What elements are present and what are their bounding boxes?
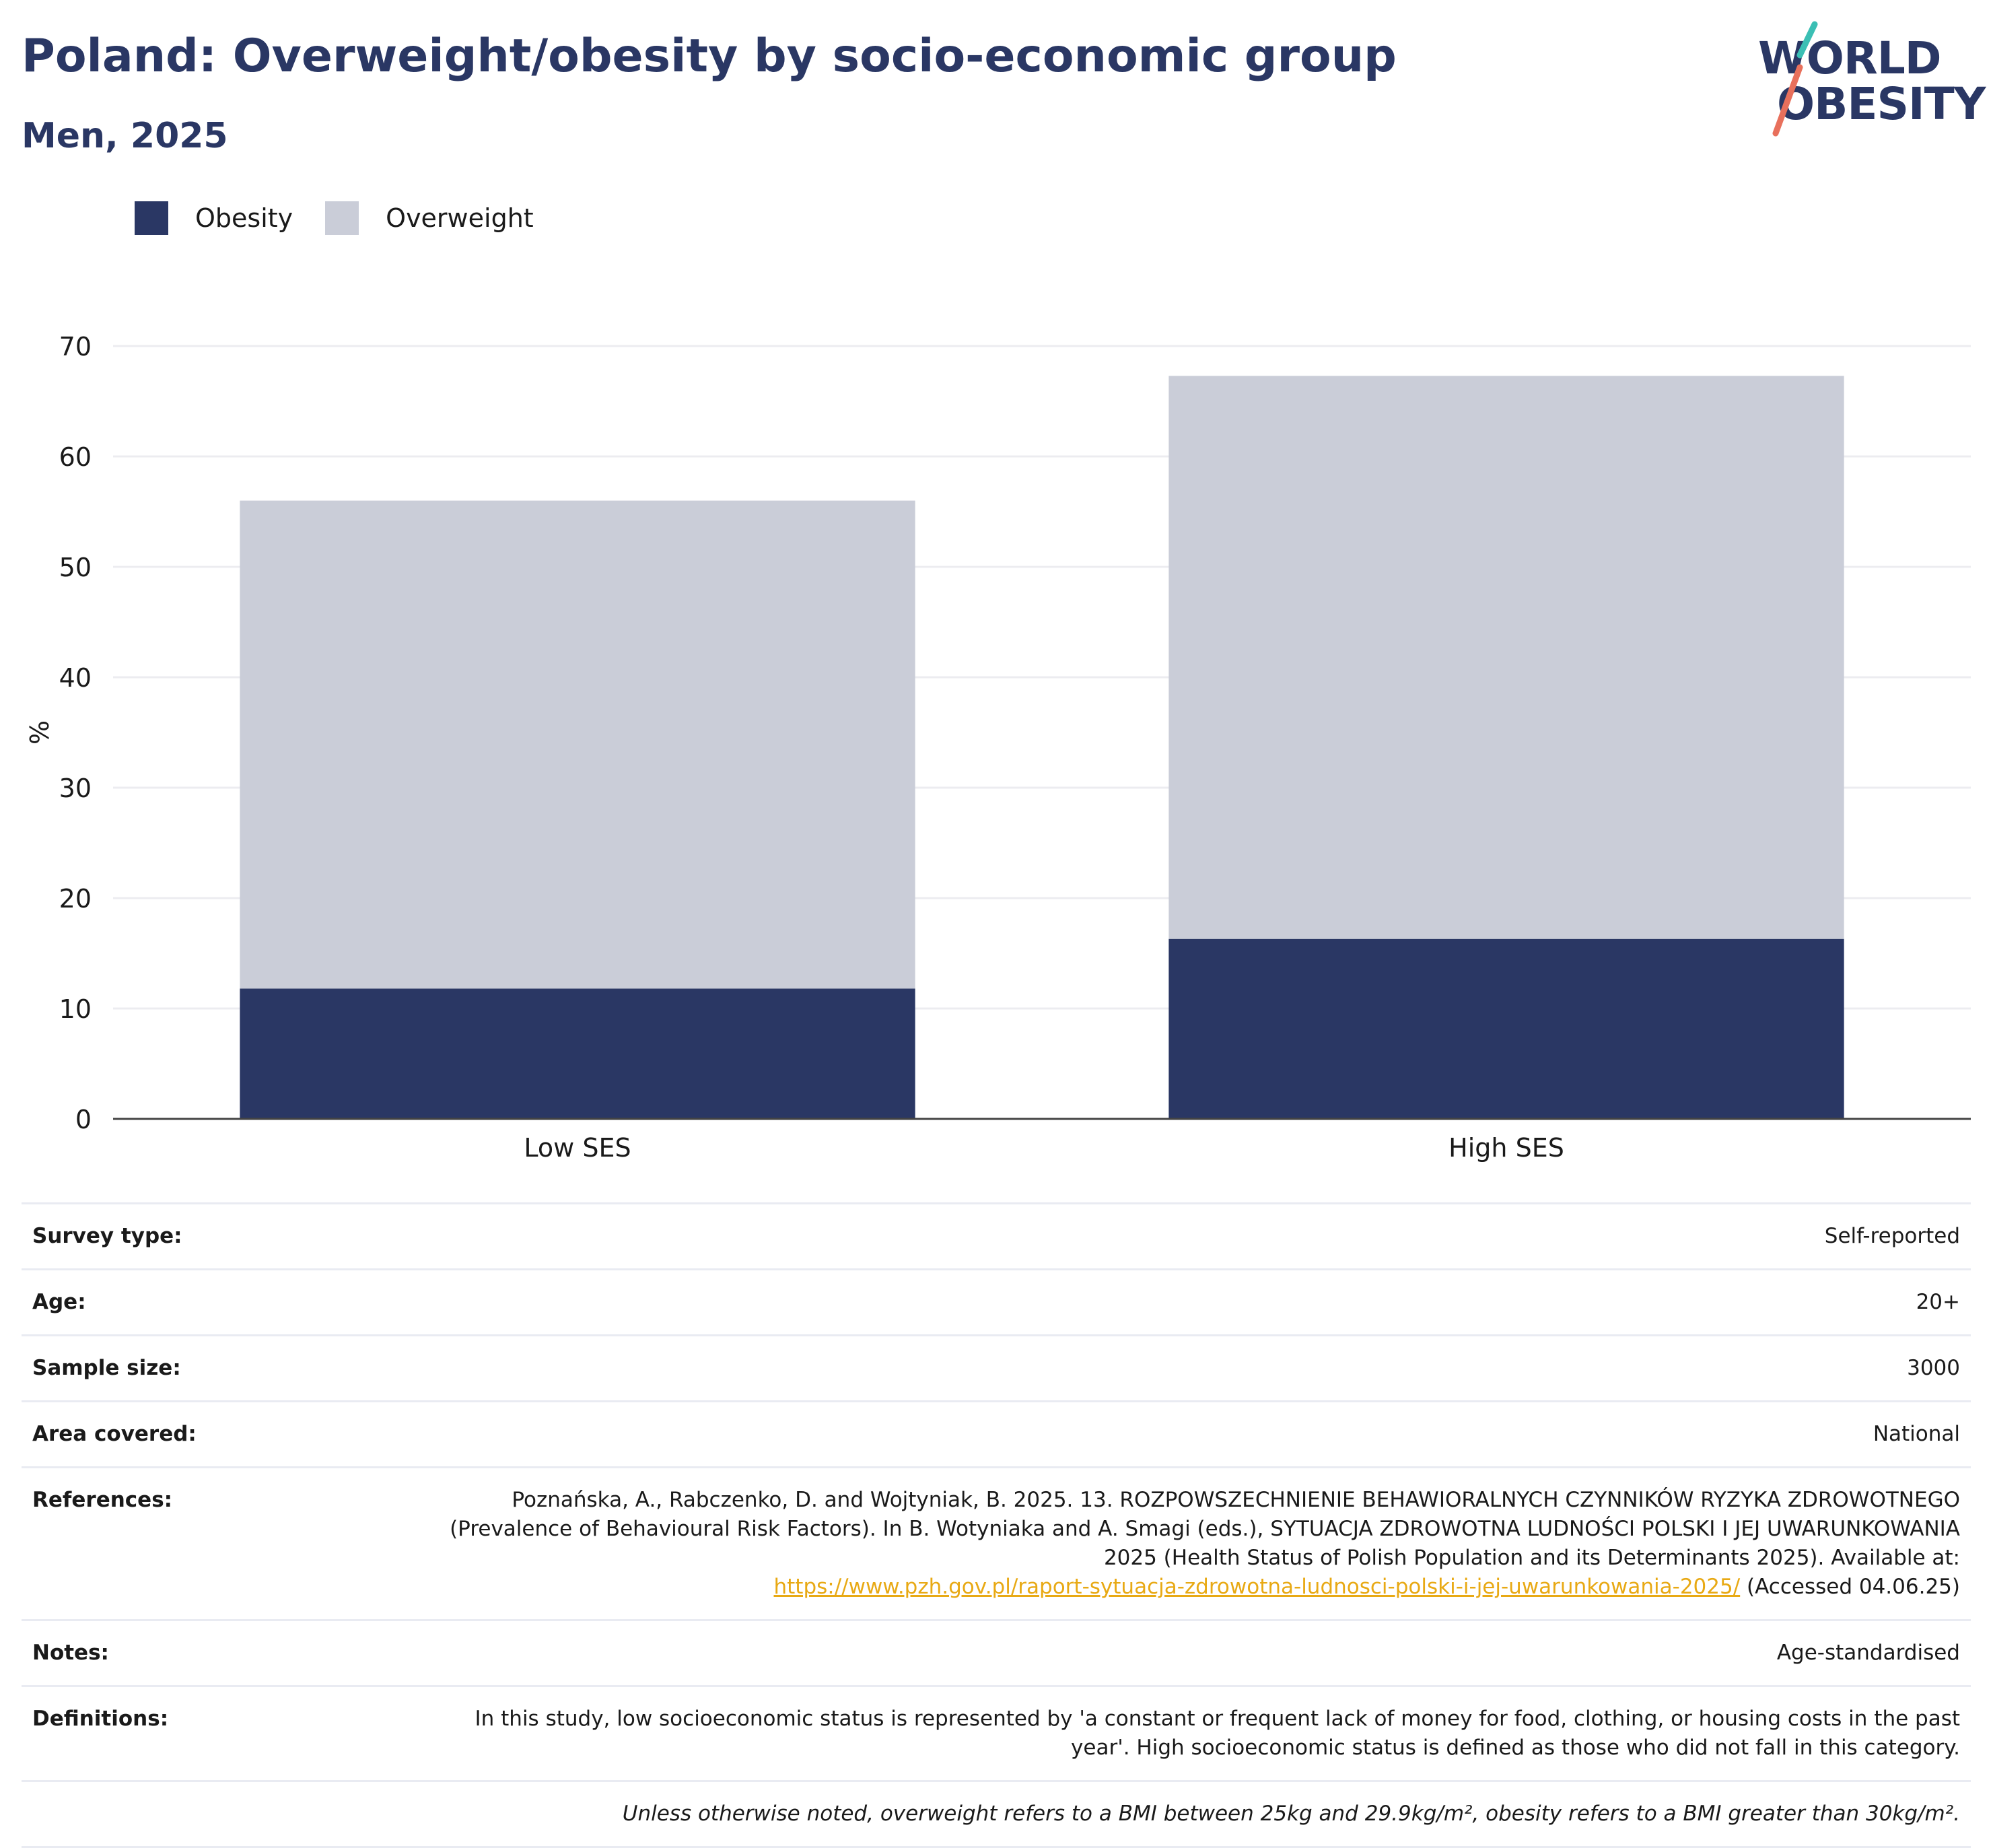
y-tick-label: 60	[59, 442, 92, 472]
bar-overweight-low-ses	[240, 500, 915, 989]
row-references: References: Poznańska, A., Rabczenko, D.…	[22, 1466, 1971, 1619]
area-covered-value: National	[1873, 1422, 1960, 1446]
y-tick-label: 20	[59, 884, 92, 914]
logo-slash-icon	[1772, 21, 1818, 137]
references-value: Poznańska, A., Rabczenko, D. and Wojtyni…	[432, 1486, 1960, 1602]
age-label: Age:	[32, 1290, 86, 1314]
notes-label: Notes:	[32, 1641, 109, 1665]
references-text: Poznańska, A., Rabczenko, D. and Wojtyni…	[450, 1488, 1960, 1570]
logo-line-2: OBESITY	[1777, 78, 1986, 130]
references-accessed: (Accessed 04.06.25)	[1747, 1575, 1960, 1599]
row-age: Age: 20+	[22, 1268, 1971, 1334]
references-label: References:	[32, 1488, 173, 1512]
legend: Obesity Overweight	[135, 199, 566, 237]
survey-type-label: Survey type:	[32, 1224, 182, 1248]
legend-swatch-overweight	[325, 201, 359, 235]
y-tick-label: 70	[59, 332, 92, 362]
references-link[interactable]: https://www.pzh.gov.pl/raport-sytuacja-z…	[773, 1575, 1741, 1599]
y-tick-label: 30	[59, 774, 92, 803]
row-sample-size: Sample size: 3000	[22, 1334, 1971, 1400]
row-definitions: Definitions: In this study, low socioeco…	[22, 1685, 1971, 1780]
bar-obesity-low-ses	[240, 988, 915, 1119]
info-table: Survey type: Self-reported Age: 20+ Samp…	[22, 1202, 1971, 1848]
y-tick-label: 40	[59, 663, 92, 693]
x-tick-label: Low SES	[524, 1133, 631, 1163]
definitions-label: Definitions:	[32, 1707, 169, 1731]
row-notes: Notes: Age-standardised	[22, 1619, 1971, 1685]
world-obesity-logo[interactable]: WORLD OBESITY	[1758, 20, 1986, 141]
legend-item-overweight[interactable]: Overweight	[325, 201, 534, 235]
chart-title: Poland: Overweight/obesity by socio-econ…	[22, 30, 1397, 83]
y-tick-label: 50	[59, 553, 92, 582]
y-axis-label: %	[25, 720, 55, 745]
y-tick-label: 0	[75, 1105, 92, 1134]
row-area-covered: Area covered: National	[22, 1400, 1971, 1466]
bar-obesity-high-ses	[1168, 938, 1844, 1119]
sample-size-label: Sample size:	[32, 1356, 181, 1380]
survey-type-value: Self-reported	[1824, 1224, 1960, 1248]
x-tick-label: High SES	[1448, 1133, 1564, 1163]
age-value: 20+	[1916, 1290, 1960, 1314]
bar-chart: 0 10 20 30 40 50 60 70% Low SES High SES	[25, 332, 1971, 1163]
definitions-value: In this study, low socioeconomic status …	[475, 1707, 1961, 1760]
row-footnote: Unless otherwise noted, overweight refer…	[22, 1780, 1971, 1848]
bar-overweight-high-ses	[1168, 376, 1844, 939]
footnote: Unless otherwise noted, overweight refer…	[622, 1802, 1960, 1826]
row-survey-type: Survey type: Self-reported	[22, 1202, 1971, 1268]
chart-subtitle: Men, 2025	[22, 116, 228, 156]
y-tick-label: 10	[59, 994, 92, 1024]
legend-item-obesity[interactable]: Obesity	[135, 201, 293, 235]
legend-swatch-obesity	[135, 201, 168, 235]
notes-value: Age-standardised	[1776, 1641, 1960, 1665]
area-covered-label: Area covered:	[32, 1422, 197, 1446]
sample-size-value: 3000	[1907, 1356, 1960, 1380]
logo-line-1: WORLD	[1758, 32, 1942, 84]
legend-label-obesity: Obesity	[195, 203, 293, 233]
legend-label-overweight: Overweight	[386, 203, 534, 233]
